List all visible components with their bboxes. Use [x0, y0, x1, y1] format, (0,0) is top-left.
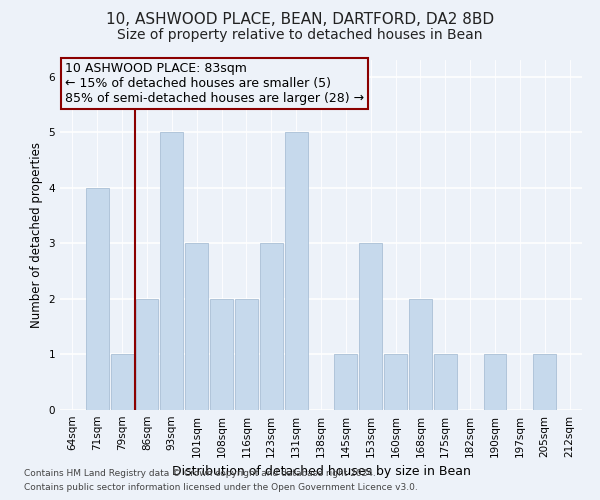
- Bar: [260, 244, 283, 410]
- Bar: [136, 299, 158, 410]
- X-axis label: Distribution of detached houses by size in Bean: Distribution of detached houses by size …: [172, 466, 470, 478]
- Text: 10, ASHWOOD PLACE, BEAN, DARTFORD, DA2 8BD: 10, ASHWOOD PLACE, BEAN, DARTFORD, DA2 8…: [106, 12, 494, 28]
- Bar: [434, 354, 457, 410]
- Bar: [160, 132, 183, 410]
- Bar: [334, 354, 357, 410]
- Bar: [210, 299, 233, 410]
- Bar: [384, 354, 407, 410]
- Bar: [484, 354, 506, 410]
- Text: Size of property relative to detached houses in Bean: Size of property relative to detached ho…: [117, 28, 483, 42]
- Text: Contains HM Land Registry data © Crown copyright and database right 2024.: Contains HM Land Registry data © Crown c…: [24, 468, 376, 477]
- Text: Contains public sector information licensed under the Open Government Licence v3: Contains public sector information licen…: [24, 484, 418, 492]
- Bar: [409, 299, 432, 410]
- Bar: [86, 188, 109, 410]
- Bar: [359, 244, 382, 410]
- Bar: [185, 244, 208, 410]
- Bar: [235, 299, 258, 410]
- Y-axis label: Number of detached properties: Number of detached properties: [30, 142, 43, 328]
- Bar: [111, 354, 134, 410]
- Bar: [533, 354, 556, 410]
- Text: 10 ASHWOOD PLACE: 83sqm
← 15% of detached houses are smaller (5)
85% of semi-det: 10 ASHWOOD PLACE: 83sqm ← 15% of detache…: [65, 62, 364, 105]
- Bar: [285, 132, 308, 410]
